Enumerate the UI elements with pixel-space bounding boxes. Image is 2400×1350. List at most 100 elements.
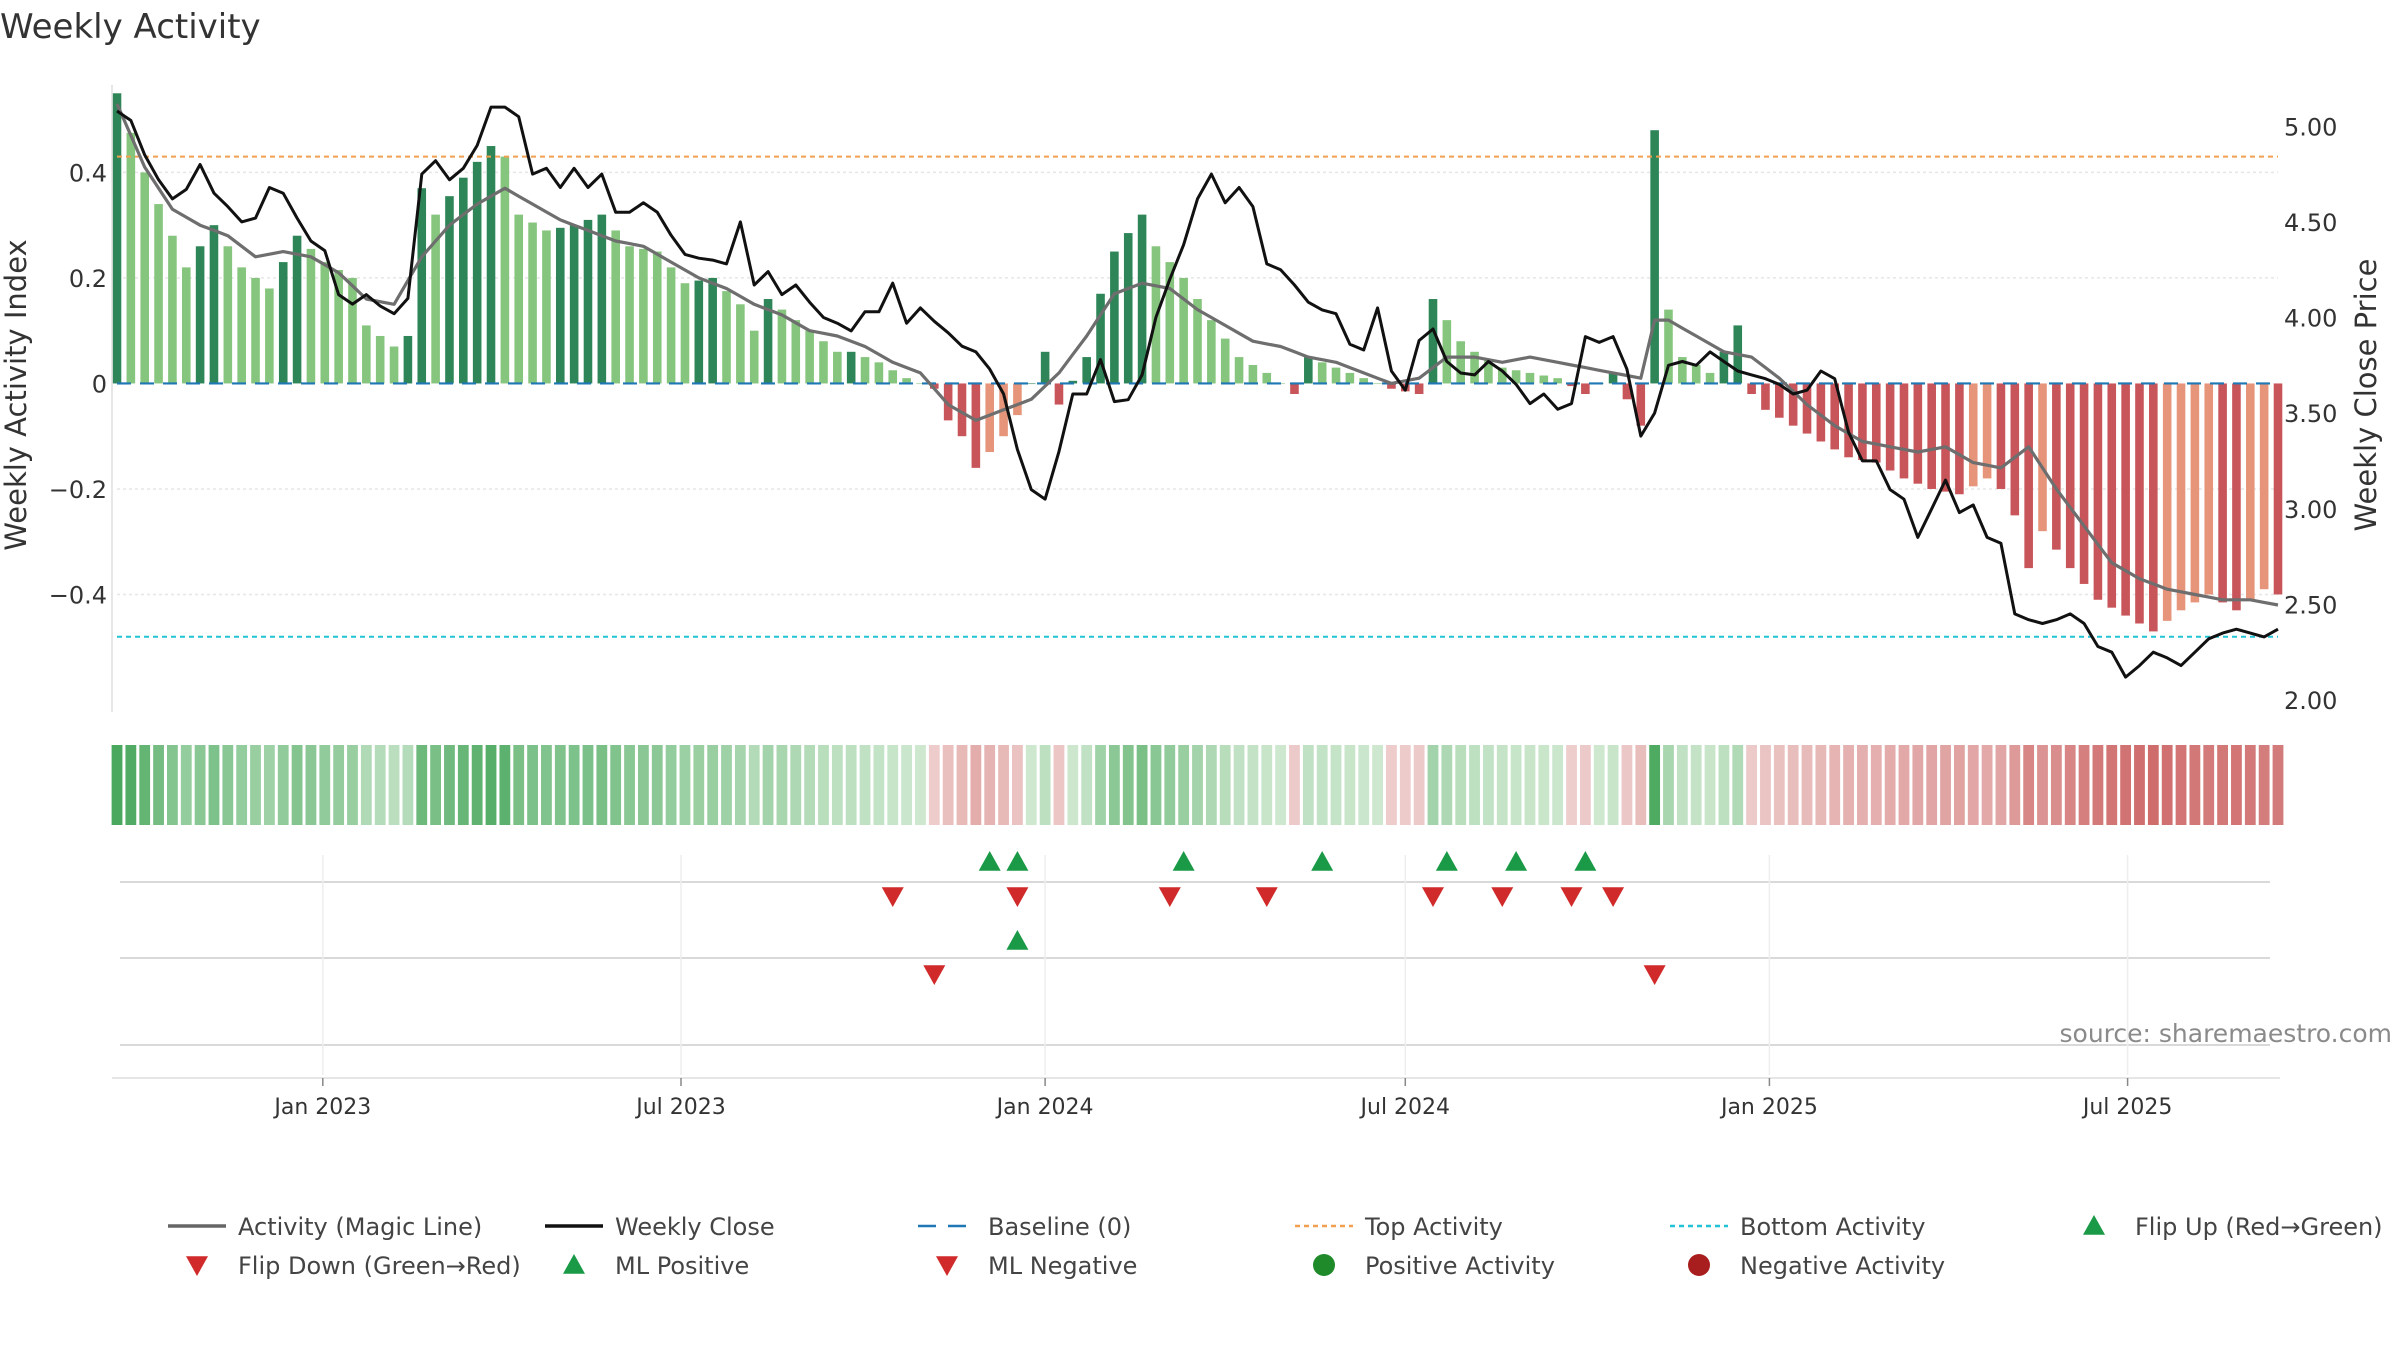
heat-cell [2009, 745, 2021, 825]
activity-bar [1234, 357, 1244, 384]
legend-label: Top Activity [1364, 1213, 1503, 1241]
activity-bar [763, 299, 773, 384]
activity-bar [292, 235, 302, 384]
heat-cell [374, 745, 386, 825]
x-tick-label: Jan 2024 [995, 1095, 1094, 1120]
heat-cell [1607, 745, 1619, 825]
legend-label: Bottom Activity [1740, 1213, 1925, 1241]
heat-cell [1067, 745, 1079, 825]
activity-bar [251, 277, 260, 384]
heat-cell [998, 745, 1009, 825]
reference-lines [117, 155, 2278, 638]
heat-cell [2037, 745, 2048, 825]
heat-cell [2106, 745, 2118, 825]
activity-bar [833, 351, 842, 384]
heat-cell [1953, 745, 1965, 825]
ml-negative-marker [923, 965, 946, 985]
activity-bar [930, 383, 939, 389]
activity-bar [112, 93, 122, 384]
activity-bar [1678, 357, 1687, 384]
activity-bar [569, 225, 579, 384]
activity-bar [1207, 320, 1216, 384]
activity-bar [223, 246, 233, 384]
activity-bar [971, 383, 981, 468]
activity-bar [1096, 293, 1105, 384]
legend-label: ML Negative [988, 1252, 1137, 1280]
heat-cell [444, 745, 455, 825]
heat-cell [1386, 745, 1397, 825]
magic-line [115, 103, 2279, 607]
activity-bar [1747, 383, 1756, 394]
legend: Activity (Magic Line) Weekly Close Baselin… [168, 1213, 2383, 1280]
activity-bar [555, 227, 565, 384]
activity-bar [278, 262, 288, 384]
heat-cell [388, 745, 400, 825]
flip-down-marker [1006, 887, 1029, 907]
legend-item-magic: Activity (Magic Line) [168, 1213, 482, 1241]
activity-bar [445, 196, 454, 384]
flip-down-marker [1421, 887, 1444, 907]
activity-bars [112, 93, 2283, 632]
heat-cell [2203, 745, 2215, 825]
heat-cell [818, 745, 829, 825]
activity-bar [1013, 383, 1022, 416]
heat-cell [2120, 745, 2132, 825]
activity-bar [625, 246, 634, 384]
heat-cell [1940, 745, 1951, 825]
activity-bar [181, 267, 191, 384]
activity-bar [1484, 359, 1493, 384]
heat-cell [2161, 745, 2173, 825]
y-axis-label: Weekly Activity Index [0, 239, 33, 550]
y2-tick-label: 2.50 [2284, 591, 2337, 619]
activity-bar [2204, 383, 2214, 595]
activity-bar [943, 383, 953, 421]
activity-bar [1123, 233, 1133, 384]
activity-bar [1525, 372, 1535, 384]
heat-cell [762, 745, 774, 825]
activity-bar [1497, 367, 1507, 384]
heat-cell [2092, 745, 2104, 825]
heat-cell [693, 745, 705, 825]
heat-cell [1510, 745, 1522, 825]
heat-cell [471, 745, 483, 825]
heat-cell [970, 745, 982, 825]
activity-bar [1304, 357, 1313, 384]
heat-cell [2272, 745, 2284, 825]
y2-tick-label: 2.00 [2284, 687, 2337, 715]
heat-cell [1247, 745, 1259, 825]
activity-bar [1982, 383, 1992, 479]
heat-cell [1981, 745, 1993, 825]
activity-bar [1955, 383, 1964, 495]
activity-bar [1788, 383, 1798, 426]
activity-bar [708, 277, 717, 384]
activity-bar [1830, 383, 1840, 450]
heat-cell [2231, 745, 2242, 825]
heat-cell [1233, 745, 1245, 825]
activity-bar [320, 262, 330, 384]
source-credit: source: sharemaestro.com [2060, 1019, 2393, 1048]
heat-cell [1372, 745, 1383, 825]
activity-bar [528, 222, 537, 384]
activity-bar [1179, 277, 1188, 384]
event-marker-panels [120, 851, 2270, 1075]
heat-cell [125, 745, 137, 825]
activity-bar [154, 204, 163, 384]
heat-cell [1566, 745, 1577, 825]
legend-item-bottom: Bottom Activity [1670, 1213, 1925, 1241]
activity-bar [1968, 383, 1978, 487]
activity-bar [1844, 383, 1853, 458]
legend-label: Negative Activity [1740, 1252, 1945, 1280]
heat-cell [1857, 745, 1868, 825]
legend-item-posact: Positive Activity [1313, 1252, 1555, 1280]
activity-bar [1899, 383, 1909, 479]
activity-bar [1664, 309, 1673, 384]
heat-cell [1205, 745, 1217, 825]
heat-cell [360, 745, 372, 825]
heat-cell [1455, 745, 1467, 825]
activity-bar [860, 357, 870, 384]
heat-cell [1441, 745, 1453, 825]
activity-bar [417, 188, 427, 384]
activity-bar [1816, 383, 1826, 442]
heat-cell [1760, 745, 1771, 825]
activity-bar [1858, 383, 1867, 460]
